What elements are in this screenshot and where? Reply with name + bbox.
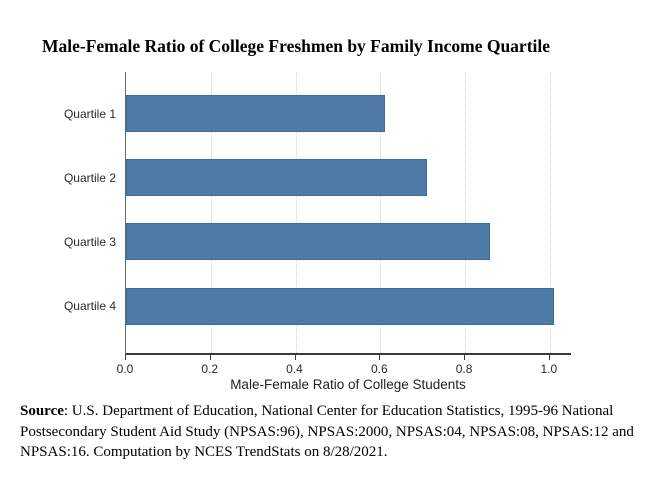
bar-quartile-1 [126, 95, 385, 132]
source-text: : U.S. Department of Education, National… [20, 403, 634, 460]
x-axis-tick-label: 0.2 [201, 362, 219, 376]
x-axis-tick-label: 0.8 [455, 362, 473, 376]
gridline [549, 72, 551, 353]
x-axis-tick-label: 0.4 [286, 362, 303, 376]
y-axis-label: Quartile 1 [63, 106, 116, 121]
x-axis-tick-label: 0.0 [116, 362, 134, 376]
y-axis-label: Quartile 2 [63, 170, 116, 185]
y-axis-label: Quartile 3 [63, 234, 116, 249]
x-axis-tick-label: 1.0 [540, 362, 558, 376]
gridline [465, 72, 467, 353]
x-axis-tick [379, 355, 381, 360]
x-axis-tick [548, 355, 550, 360]
y-axis-label: Quartile 4 [63, 299, 116, 314]
chart-title: Male-Female Ratio of College Freshmen by… [41, 36, 551, 56]
x-axis-tick [209, 355, 211, 360]
x-axis-tick-label: 0.6 [370, 362, 388, 376]
gridline [295, 72, 297, 353]
gridline [210, 72, 212, 353]
bar-quartile-3 [126, 223, 491, 261]
x-axis-tick [125, 355, 126, 360]
x-axis-title: Male-Female Ratio of College Students [230, 377, 466, 392]
bar-quartile-4 [126, 287, 555, 325]
bar-quartile-2 [126, 159, 427, 197]
source-label: Source [20, 403, 64, 419]
gridline [380, 72, 382, 353]
plot-area [125, 72, 571, 355]
x-axis-tick [294, 355, 296, 360]
source-note: Source: U.S. Department of Education, Na… [20, 401, 638, 463]
x-axis-tick [464, 355, 466, 360]
